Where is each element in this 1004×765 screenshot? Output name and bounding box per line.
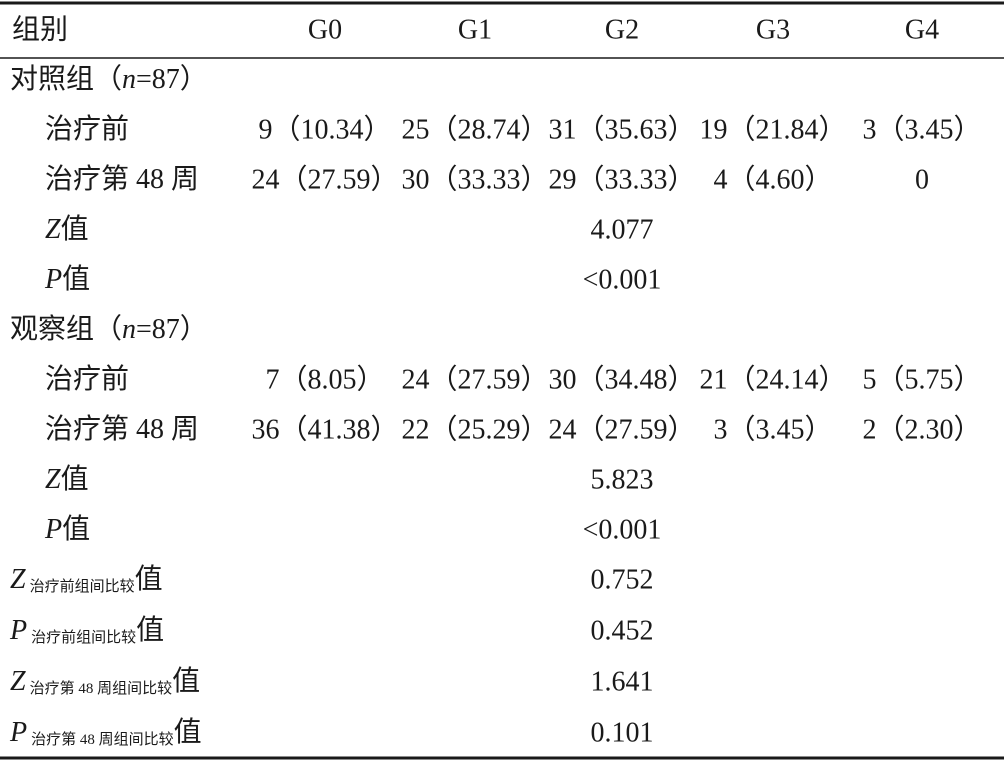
cell: 21（24.14） <box>699 363 846 395</box>
label-post: 值 <box>135 563 163 595</box>
cell: 9（10.34） <box>258 113 391 145</box>
cell: 29（33.33） <box>548 163 695 195</box>
label-post: 值 <box>172 665 200 697</box>
cell: 19（21.84） <box>699 113 846 145</box>
cell: 3（3.45） <box>713 413 832 445</box>
label-sub: 治疗前组间比较 <box>30 577 135 595</box>
cell: 5（5.75） <box>862 363 981 395</box>
label-post: =87） <box>136 63 208 95</box>
cell: 1.641 <box>591 666 654 697</box>
label-italic: Z <box>10 666 26 697</box>
label-post: 值 <box>62 513 90 545</box>
row-label: Z 治疗前组间比较值 <box>10 563 163 595</box>
cell: 5.823 <box>591 464 654 495</box>
cell: 0.452 <box>591 615 654 646</box>
cell: 24（27.59） <box>251 163 398 195</box>
label-post: 值 <box>62 263 90 295</box>
row-label: Z值 <box>45 213 89 245</box>
cell: 30（34.48） <box>548 363 695 395</box>
label-pre: 治疗第 48 周 <box>45 413 199 445</box>
label-post: 值 <box>136 614 164 646</box>
row-label: 治疗前 <box>45 363 129 395</box>
row-label: P值 <box>44 263 90 295</box>
cell: 3（3.45） <box>862 113 981 145</box>
cell: <0.001 <box>583 264 662 295</box>
cell: 0 <box>915 164 929 195</box>
label-italic: P <box>9 717 27 748</box>
row-label: Z值 <box>45 463 89 495</box>
row-label: 治疗第 48 周 <box>45 163 199 195</box>
label-italic: Z <box>45 464 61 495</box>
header-cell: G0 <box>308 14 342 45</box>
label-pre: 治疗前 <box>45 363 129 395</box>
cell: <0.001 <box>583 514 662 545</box>
cell: 25（28.74） <box>401 113 548 145</box>
cell: 0.752 <box>591 564 654 595</box>
cell: 22（25.29） <box>401 413 548 445</box>
cell: 24（27.59） <box>548 413 695 445</box>
label-post: 值 <box>61 463 89 495</box>
cell: 0.101 <box>591 717 654 748</box>
row-label: 治疗第 48 周 <box>45 413 199 445</box>
label-italic: Z <box>10 564 26 595</box>
row-label: 治疗前 <box>45 113 129 145</box>
label-pre: 对照组（ <box>10 63 122 95</box>
header-cell: 组别 <box>12 13 68 45</box>
cell: 4（4.60） <box>713 163 832 195</box>
header-cell: G2 <box>605 14 639 45</box>
label-sub: 治疗第 48 周组间比较 <box>31 730 174 748</box>
row-label: P 治疗第 48 周组间比较值 <box>9 716 202 748</box>
row-label: 观察组（n=87） <box>10 313 208 345</box>
header-cell: G4 <box>905 14 939 45</box>
header-cell: G1 <box>458 14 492 45</box>
label-sub: 治疗第 48 周组间比较 <box>30 679 173 697</box>
header-cell: G3 <box>756 14 790 45</box>
row-label: P 治疗前组间比较值 <box>9 614 164 646</box>
cell: 2（2.30） <box>862 413 981 445</box>
cell: 31（35.63） <box>548 113 695 145</box>
label-italic: P <box>44 514 62 545</box>
label-pre: 治疗第 48 周 <box>45 163 199 195</box>
cell: 30（33.33） <box>401 163 548 195</box>
cell: 7（8.05） <box>265 363 384 395</box>
label-post: =87） <box>136 313 208 345</box>
label-italic: n <box>122 64 136 95</box>
label-italic: P <box>44 264 62 295</box>
cell: 24（27.59） <box>401 363 548 395</box>
label-italic: P <box>9 615 27 646</box>
label-italic: Z <box>45 214 61 245</box>
cell: 36（41.38） <box>251 413 398 445</box>
cell: 4.077 <box>591 214 654 245</box>
row-label: Z 治疗第 48 周组间比较值 <box>10 665 200 697</box>
label-pre: 治疗前 <box>45 113 129 145</box>
label-sub: 治疗前组间比较 <box>31 628 136 646</box>
label-post: 值 <box>174 716 202 748</box>
row-label: P值 <box>44 513 90 545</box>
row-label: 对照组（n=87） <box>10 63 208 95</box>
label-italic: n <box>122 314 136 345</box>
label-pre: 观察组（ <box>10 313 122 345</box>
label-post: 值 <box>61 213 89 245</box>
